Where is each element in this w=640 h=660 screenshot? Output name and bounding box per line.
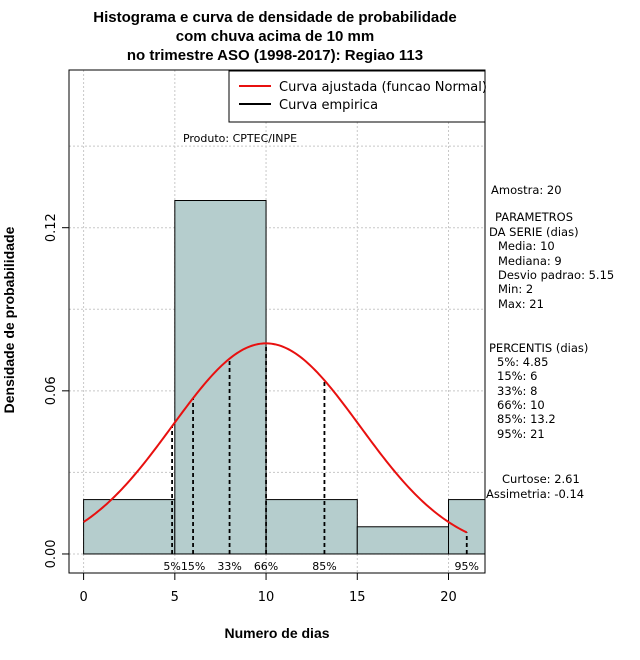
stat-desvio: Desvio padrao: 5.15	[498, 268, 614, 282]
percentile-label: 5%	[163, 560, 180, 573]
stat-max: Max: 21	[498, 297, 544, 311]
stat-p5: 5%: 4.85	[497, 355, 548, 369]
x-tick-label: 5	[171, 590, 179, 605]
plot-frame	[68, 69, 486, 574]
stat-p15: 15%: 6	[497, 369, 537, 383]
legend: Curva ajustada (funcao Normal) Curva emp…	[228, 70, 487, 123]
chart-title-line-3: no trimestre ASO (1998-2017): Regiao 113	[127, 47, 423, 64]
axes: 0 5 10 15 20 0.00 0.06 0.12	[44, 213, 457, 605]
y-tick-label: 0.00	[44, 539, 59, 568]
fitted-curve-group	[83, 342, 468, 534]
stat-curtose: Curtose: 2.61	[502, 472, 580, 486]
chart-title-line-1: Histograma e curva de densidade de proba…	[93, 9, 456, 26]
percentile-label: 15%	[181, 560, 205, 573]
percentile-label: 66%	[254, 560, 278, 573]
x-tick-label: 10	[258, 590, 275, 605]
y-tick-label: 0.06	[44, 376, 59, 405]
x-tick-label: 20	[440, 590, 457, 605]
y-tick-label: 0.12	[44, 213, 59, 242]
stat-p95: 95%: 21	[497, 427, 545, 441]
stat-parametros-title-2: DA SERIE (dias)	[489, 225, 579, 239]
stat-parametros-title-1: PARAMETROS	[495, 210, 573, 224]
stat-min: Min: 2	[498, 282, 533, 296]
grid-lines	[69, 70, 485, 573]
legend-box	[228, 70, 486, 123]
legend-label-fitted: Curva ajustada (funcao Normal)	[279, 80, 487, 95]
percentile-label: 33%	[217, 560, 241, 573]
stat-percentis-title: PERCENTIS (dias)	[489, 341, 588, 355]
percentile-lines: 5% 15% 33% 66% 85% 95%	[163, 343, 479, 573]
histogram-bars	[83, 200, 486, 555]
x-axis-title: Numero de dias	[224, 625, 329, 641]
histogram-bar	[265, 499, 358, 555]
stats-panel: Amostra: 20 PARAMETROS DA SERIE (dias) M…	[486, 183, 614, 501]
histogram-bar	[174, 200, 267, 555]
chart-title-line-2: com chuva acima de 10 mm	[176, 28, 374, 45]
histogram-bar	[356, 526, 450, 555]
stat-p85: 85%: 13.2	[497, 412, 556, 426]
x-tick-label: 15	[349, 590, 366, 605]
legend-label-empirical: Curva empirica	[279, 98, 378, 113]
product-annotation: Produto: CPTEC/INPE	[183, 132, 297, 145]
stat-assimetria: Assimetria: -0.14	[486, 487, 584, 501]
histogram-bar	[83, 499, 176, 555]
stat-mediana: Mediana: 9	[498, 254, 562, 268]
percentile-label: 85%	[312, 560, 336, 573]
stat-amostra: Amostra: 20	[491, 183, 562, 197]
stat-media: Media: 10	[498, 239, 555, 253]
fitted-curve-line	[83, 342, 468, 534]
percentile-label: 95%	[455, 560, 479, 573]
stat-p66: 66%: 10	[497, 398, 545, 412]
y-axis-title: Densidade de probabilidade	[1, 226, 17, 413]
x-tick-label: 0	[79, 590, 87, 605]
stat-p33: 33%: 8	[497, 384, 537, 398]
